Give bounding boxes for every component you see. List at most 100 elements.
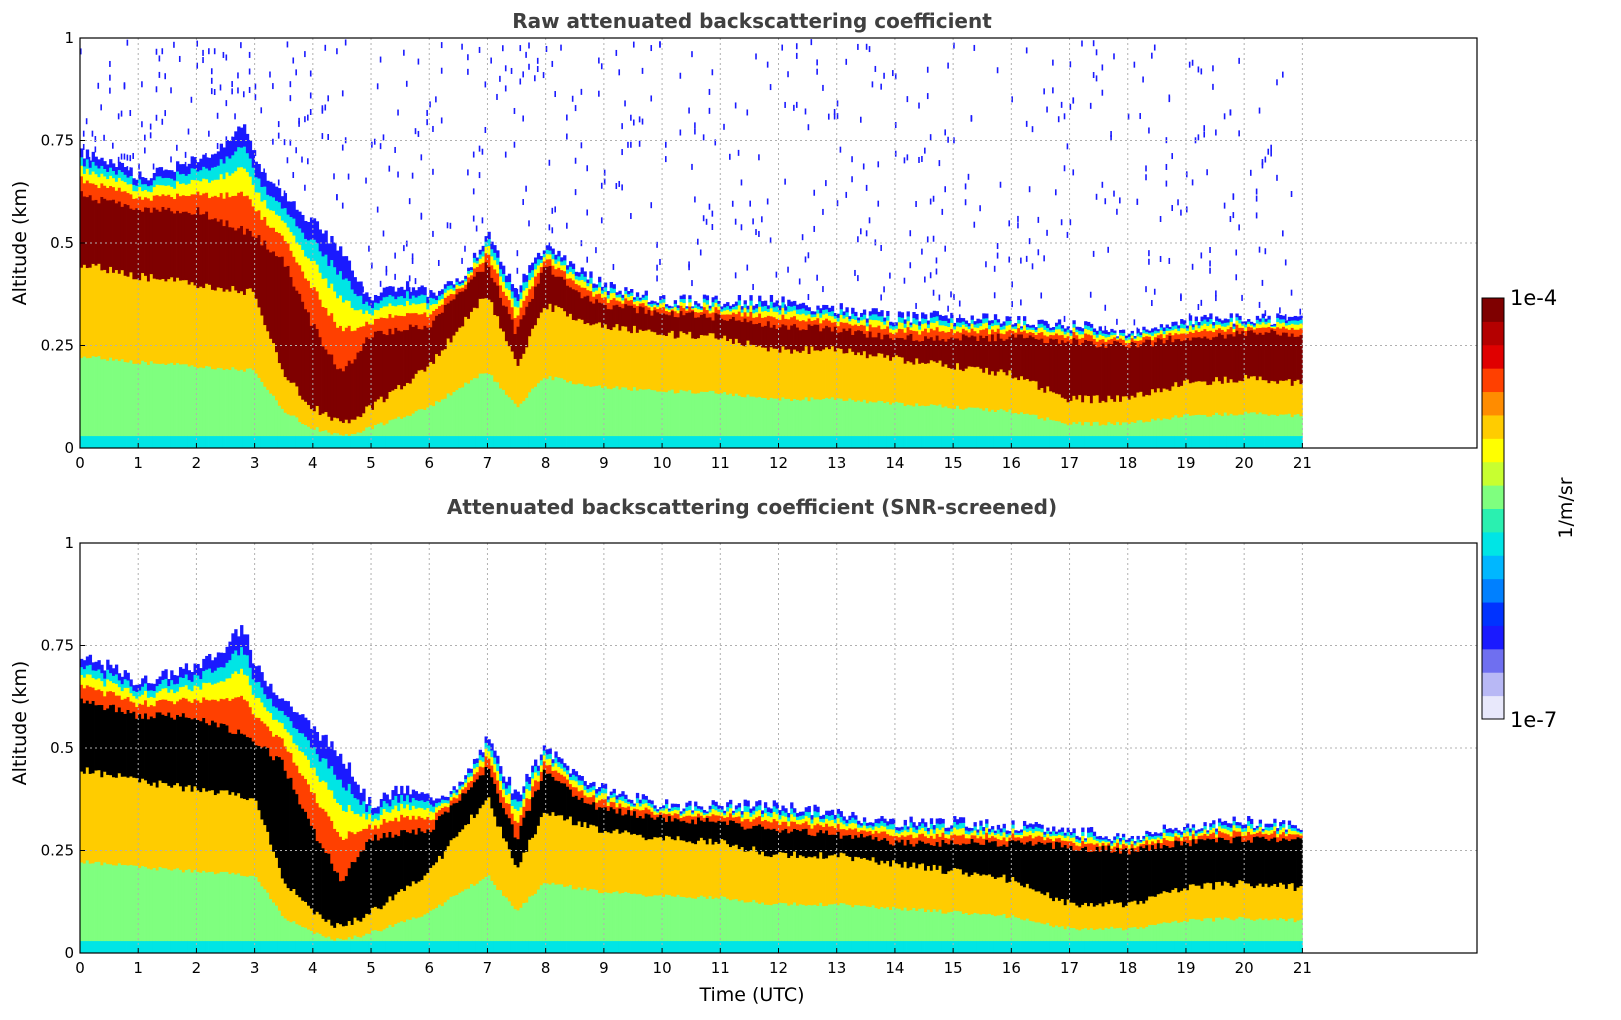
heatmap-cell [260, 435, 264, 449]
heatmap-cell [1177, 325, 1181, 329]
noise-speck [109, 60, 111, 67]
heatmap-cell [408, 809, 413, 820]
heatmap-cell [548, 246, 552, 251]
noise-speck [903, 157, 906, 164]
heatmap-cell [272, 719, 276, 737]
noise-speck [816, 59, 818, 66]
heatmap-cell [132, 695, 136, 703]
heatmap-cell [528, 279, 532, 290]
heatmap-cell [176, 180, 180, 194]
heatmap-cell [723, 314, 727, 321]
heatmap-cell [798, 314, 803, 322]
heatmap-cell [711, 320, 715, 334]
heatmap-cell [283, 746, 288, 771]
heatmap-cell [574, 275, 579, 280]
heatmap-cell [469, 269, 474, 273]
heatmap-cell [193, 179, 197, 195]
heatmap-cell [1104, 333, 1108, 338]
heatmap-cell [341, 839, 346, 881]
heatmap-cell [830, 315, 835, 323]
heatmap-cell [371, 336, 375, 410]
heatmap-cell [1005, 330, 1009, 340]
heatmap-cell [1261, 327, 1265, 335]
heatmap-cell [263, 723, 267, 747]
heatmap-cell [132, 178, 136, 185]
heatmap-cell [868, 315, 873, 320]
heatmap-cell [475, 257, 480, 261]
heatmap-cell [568, 435, 573, 449]
heatmap-cell [1153, 391, 1158, 421]
heatmap-cell [1130, 330, 1134, 334]
heatmap-cell [1020, 334, 1024, 377]
heatmap-cell [440, 304, 445, 313]
heatmap-cell [394, 298, 398, 307]
heatmap-cell [266, 194, 270, 209]
heatmap-cell [327, 353, 331, 417]
heatmap-cell [452, 293, 456, 300]
heatmap-cell [187, 868, 191, 942]
heatmap-cell [181, 279, 186, 365]
noise-speck [769, 237, 772, 244]
heatmap-cell [618, 293, 622, 298]
noise-speck [708, 203, 711, 210]
heatmap-cell [740, 306, 744, 310]
heatmap-cell [1258, 435, 1263, 449]
heatmap-cell [1171, 435, 1175, 449]
heatmap-cell [452, 290, 456, 295]
heatmap-cell [193, 785, 197, 870]
heatmap-cell [260, 244, 264, 316]
heatmap-cell [932, 310, 937, 318]
heatmap-cell [333, 940, 337, 942]
heatmap-cell [839, 331, 843, 349]
heatmap-cell [676, 305, 680, 309]
heatmap-cell [1116, 336, 1120, 338]
heatmap-cell [1011, 435, 1015, 449]
heatmap-cell [810, 435, 814, 449]
heatmap-cell [97, 435, 101, 449]
heatmap-cell [1220, 435, 1225, 449]
heatmap-cell [682, 390, 686, 437]
heatmap-cell [199, 689, 203, 703]
heatmap-cell [126, 184, 130, 194]
heatmap-cell [1209, 323, 1213, 331]
heatmap-cell [894, 322, 899, 326]
heatmap-cell [208, 157, 212, 171]
heatmap-cell [583, 385, 587, 437]
heatmap-cell [1072, 337, 1076, 396]
heatmap-cell [213, 153, 218, 167]
heatmap-cell [1232, 414, 1236, 437]
heatmap-cell [603, 385, 608, 437]
heatmap-cell [932, 322, 937, 331]
heatmap-cell [312, 429, 317, 437]
heatmap-cell [82, 173, 87, 184]
heatmap-cell [1276, 415, 1280, 437]
heatmap-cell [1238, 319, 1242, 324]
heatmap-cell [164, 177, 168, 186]
heatmap-cell [324, 349, 328, 413]
noise-speck [801, 234, 804, 241]
heatmap-cell [263, 199, 267, 217]
heatmap-cell [1031, 329, 1036, 334]
heatmap-cell [1232, 435, 1236, 449]
heatmap-cell [749, 305, 753, 312]
heatmap-cell [1244, 335, 1248, 375]
heatmap-cell [924, 314, 928, 319]
heatmap-cell [1220, 383, 1225, 417]
heatmap-cell [1183, 328, 1187, 334]
noise-speck [1200, 299, 1203, 306]
heatmap-cell [731, 343, 736, 397]
heatmap-cell [536, 382, 541, 437]
heatmap-cell [181, 686, 186, 698]
heatmap-cell [417, 370, 421, 410]
noise-speck [196, 40, 199, 47]
heatmap-cell [746, 435, 750, 449]
heatmap-cell [560, 307, 564, 379]
heatmap-cell [170, 186, 174, 198]
heatmap-cell [999, 435, 1004, 449]
noise-speck [804, 256, 807, 263]
heatmap-cell [688, 331, 692, 391]
heatmap-cell [801, 319, 806, 330]
heatmap-cell [618, 290, 622, 295]
heatmap-cell [184, 684, 189, 699]
heatmap-cell [394, 418, 398, 437]
